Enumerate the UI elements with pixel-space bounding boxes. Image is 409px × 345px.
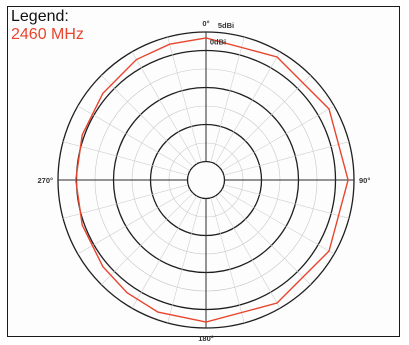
grid-spoke xyxy=(62,141,189,176)
grid-spoke xyxy=(218,75,311,168)
angle-label-0: 0° xyxy=(202,19,209,28)
grid-spoke xyxy=(214,195,281,309)
grid-spoke xyxy=(218,192,311,285)
grid-spoke xyxy=(101,75,194,168)
radial-label-outer: 5dBi xyxy=(218,21,234,30)
grid-spoke xyxy=(131,195,198,309)
legend-entry-2460mhz: 2460 MHz xyxy=(11,26,84,44)
grid-spoke xyxy=(210,197,245,324)
polar-grid xyxy=(57,31,355,329)
grid-spoke xyxy=(101,192,194,285)
grid-spoke xyxy=(167,197,202,324)
tick-labels: 0° 90° 180° 270° 5dBi 0dBi xyxy=(37,19,370,343)
legend-title: Legend: xyxy=(11,8,69,25)
angle-label-90: 90° xyxy=(359,176,370,185)
series-layer xyxy=(75,37,349,323)
grid-spoke xyxy=(77,105,191,172)
series-line-0 xyxy=(75,37,349,323)
grid-spoke xyxy=(131,51,198,165)
grid-spoke xyxy=(221,105,335,172)
grid-spoke xyxy=(167,36,202,163)
grid-spoke xyxy=(223,184,350,219)
grid-spoke xyxy=(77,188,191,255)
chart-frame xyxy=(7,6,400,337)
angle-label-180: 180° xyxy=(198,334,214,343)
grid-spoke xyxy=(221,188,335,255)
grid-spoke xyxy=(214,51,281,165)
legend: Legend: 2460 MHz xyxy=(11,8,84,45)
grid-ring-major xyxy=(186,160,226,200)
radial-label-inner: 0dBi xyxy=(210,38,226,47)
grid-spoke xyxy=(62,184,189,219)
grid-spoke xyxy=(210,36,245,163)
grid-spoke xyxy=(223,141,350,176)
angle-label-270: 270° xyxy=(37,176,53,185)
